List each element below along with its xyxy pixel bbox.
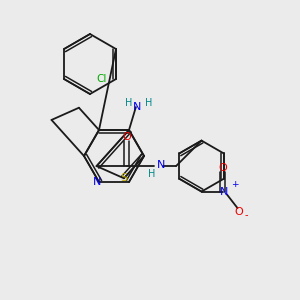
Text: O: O <box>235 207 243 217</box>
Text: H: H <box>125 98 132 107</box>
Text: S: S <box>120 173 128 183</box>
Text: H: H <box>145 98 152 107</box>
Text: N: N <box>133 102 142 112</box>
Text: -: - <box>245 210 248 220</box>
Text: N: N <box>157 160 165 170</box>
Text: N: N <box>220 187 228 196</box>
Text: O: O <box>218 164 227 173</box>
Text: O: O <box>122 132 131 142</box>
Text: N: N <box>93 177 102 187</box>
Text: H: H <box>148 169 156 179</box>
Text: Cl: Cl <box>97 74 107 84</box>
Text: +: + <box>231 180 239 189</box>
